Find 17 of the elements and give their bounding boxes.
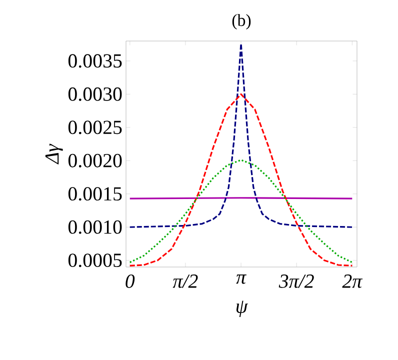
y-tick-label: 0.0010 [68,220,122,234]
chart-title: (b) [232,14,251,30]
x-tick-label: 2π [342,274,363,288]
y-tick-label: 0.0030 [68,87,122,101]
line-series [129,159,353,264]
y-tick-label: 0.0035 [68,54,122,68]
x-tick-label: 0 [126,274,135,288]
y-tick-label: 0.0020 [68,154,122,168]
x-axis-title: ψ [236,300,248,318]
line-series [129,93,353,266]
y-axis-title: Δγ [45,144,63,164]
x-tick-label: π [236,274,246,284]
y-tick-label: 0.0015 [68,187,122,201]
x-tick-label: π/2 [172,274,198,288]
x-tick-label: 3π/2 [278,274,314,288]
y-tick-label: 0.0025 [68,120,122,134]
y-tick-label: 0.0005 [68,254,122,268]
